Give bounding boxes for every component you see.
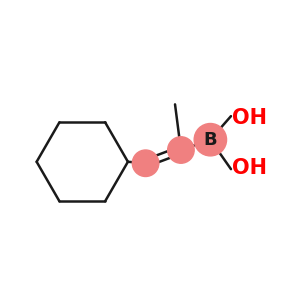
Text: OH: OH: [232, 108, 267, 127]
Circle shape: [194, 124, 226, 156]
Text: OH: OH: [232, 158, 267, 178]
Circle shape: [168, 137, 194, 163]
Text: B: B: [203, 131, 217, 149]
Circle shape: [132, 150, 159, 176]
